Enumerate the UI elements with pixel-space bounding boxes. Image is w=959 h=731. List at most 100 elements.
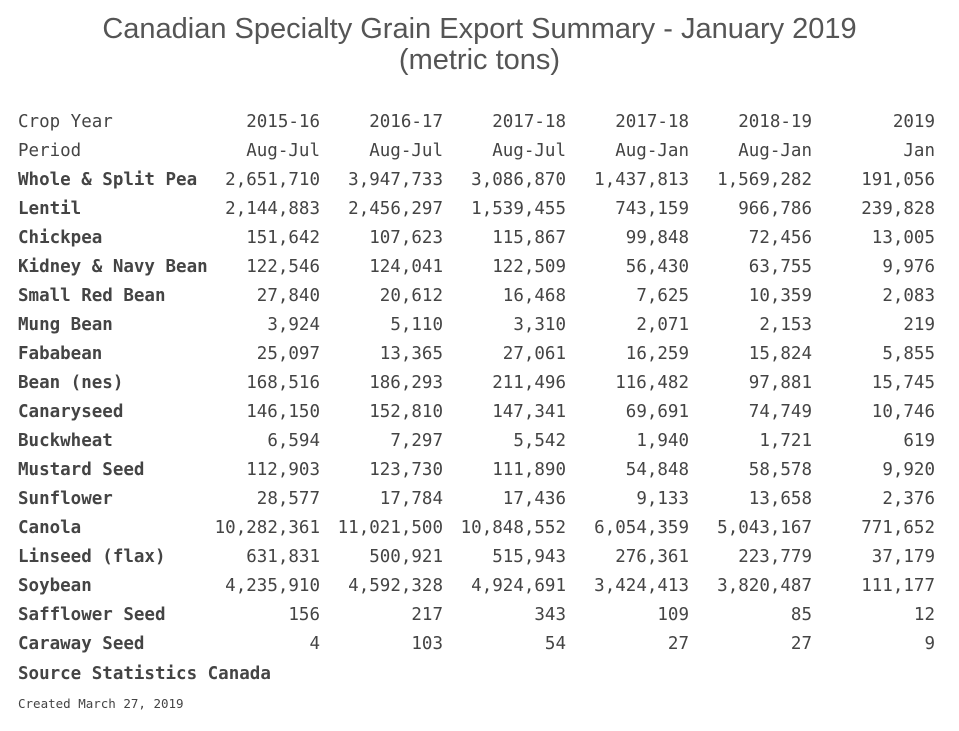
value-cell: 11,021,500 [337, 518, 443, 538]
value-cell: 54 [544, 634, 566, 654]
created-date: Created March 27, 2019 [18, 696, 184, 711]
value-cell: 2,376 [882, 489, 935, 509]
crop-name: Linseed (flax) [18, 547, 166, 567]
value-cell: 25,097 [256, 344, 320, 364]
value-cell: 97,881 [748, 373, 812, 393]
value-cell: 12 [913, 605, 935, 625]
value-cell: 156 [288, 605, 320, 625]
value-cell: 10,746 [871, 402, 935, 422]
header-label: Period [18, 141, 82, 161]
value-cell: 168,516 [246, 373, 320, 393]
value-cell: 27 [790, 634, 812, 654]
header-cell: Aug-Jul [246, 141, 320, 161]
value-cell: 1,539,455 [471, 199, 566, 219]
value-cell: 74,749 [748, 402, 812, 422]
value-cell: 63,755 [748, 257, 812, 277]
value-cell: 54,848 [625, 460, 689, 480]
value-cell: 239,828 [861, 199, 935, 219]
source-note: Source Statistics Canada [18, 664, 271, 684]
crop-name: Soybean [18, 576, 92, 596]
header-row-crop-year: Crop Year 2015-16 2016-17 2017-18 2017-18 201… [18, 108, 935, 137]
value-cell: 109 [657, 605, 689, 625]
value-cell: 2,456,297 [348, 199, 443, 219]
value-cell: 27 [667, 634, 689, 654]
value-cell: 37,179 [871, 547, 935, 567]
value-cell: 5,855 [882, 344, 935, 364]
table-row: Linseed (flax) 631,831 500,921 515,943 276,3… [18, 543, 935, 572]
table-row: Soybean 4,235,910 4,592,328 4,924,691 3,424,… [18, 572, 935, 601]
value-cell: 1,569,282 [717, 170, 812, 190]
header-cell: Aug-Jan [615, 141, 689, 161]
value-cell: 5,043,167 [717, 518, 812, 538]
value-cell: 16,468 [502, 286, 566, 306]
header-cell: Aug-Jul [492, 141, 566, 161]
value-cell: 1,721 [759, 431, 812, 451]
value-cell: 3,924 [267, 315, 320, 335]
value-cell: 112,903 [246, 460, 320, 480]
value-cell: 743,159 [615, 199, 689, 219]
value-cell: 2,083 [882, 286, 935, 306]
crop-name: Chickpea [18, 228, 103, 248]
value-cell: 72,456 [748, 228, 812, 248]
header-cell: 2019 [892, 112, 935, 132]
value-cell: 28,577 [256, 489, 320, 509]
value-cell: 69,691 [625, 402, 689, 422]
title-line-1: Canadian Specialty Grain Export Summary … [102, 13, 857, 45]
value-cell: 10,848,552 [460, 518, 566, 538]
value-cell: 619 [903, 431, 935, 451]
value-cell: 56,430 [625, 257, 689, 277]
value-cell: 5,542 [513, 431, 566, 451]
value-cell: 3,424,413 [594, 576, 689, 596]
value-cell: 7,297 [390, 431, 443, 451]
value-cell: 2,071 [636, 315, 689, 335]
value-cell: 3,947,733 [348, 170, 443, 190]
crop-name: Kidney & Navy Bean [18, 257, 208, 277]
value-cell: 15,745 [871, 373, 935, 393]
header-cell: 2017-18 [492, 112, 566, 132]
value-cell: 99,848 [625, 228, 689, 248]
table-row: Whole & Split Pea 2,651,710 3,947,733 3,086… [18, 166, 935, 195]
crop-name: Mung Bean [18, 315, 113, 335]
value-cell: 4,592,328 [348, 576, 443, 596]
value-cell: 58,578 [748, 460, 812, 480]
table-row: Mung Bean 3,924 5,110 3,310 2,071 2,153 219 [18, 311, 935, 340]
value-cell: 966,786 [738, 199, 812, 219]
value-cell: 85 [790, 605, 812, 625]
table-row: Safflower Seed 156 217 343 109 85 12 [18, 601, 935, 630]
value-cell: 4 [309, 634, 320, 654]
value-cell: 1,437,813 [594, 170, 689, 190]
value-cell: 10,359 [748, 286, 812, 306]
crop-name: Bean (nes) [18, 373, 124, 393]
value-cell: 123,730 [369, 460, 443, 480]
value-cell: 13,658 [748, 489, 812, 509]
table-row: Lentil 2,144,883 2,456,297 1,539,455 743,159… [18, 195, 935, 224]
header-cell: Jan [903, 141, 935, 161]
value-cell: 343 [534, 605, 566, 625]
value-cell: 13,005 [871, 228, 935, 248]
header-cell: Aug-Jan [738, 141, 812, 161]
value-cell: 27,840 [256, 286, 320, 306]
value-cell: 20,612 [379, 286, 443, 306]
value-cell: 4,235,910 [225, 576, 320, 596]
value-cell: 223,779 [738, 547, 812, 567]
table-row: Small Red Bean 27,840 20,612 16,468 7,625 10,… [18, 282, 935, 311]
value-cell: 6,594 [267, 431, 320, 451]
value-cell: 122,509 [492, 257, 566, 277]
value-cell: 151,642 [246, 228, 320, 248]
value-cell: 27,061 [502, 344, 566, 364]
value-cell: 2,651,710 [225, 170, 320, 190]
header-cell: 2017-18 [615, 112, 689, 132]
header-cell: 2016-17 [369, 112, 443, 132]
table-row: Kidney & Navy Bean 122,546 124,041 122,509 5… [18, 253, 935, 282]
header-cell: Aug-Jul [369, 141, 443, 161]
value-cell: 9 [924, 634, 935, 654]
value-cell: 103 [411, 634, 443, 654]
value-cell: 115,867 [492, 228, 566, 248]
table-row: Fababean 25,097 13,365 27,061 16,259 15,824 5,… [18, 340, 935, 369]
value-cell: 9,920 [882, 460, 935, 480]
value-cell: 3,310 [513, 315, 566, 335]
value-cell: 3,086,870 [471, 170, 566, 190]
value-cell: 3,820,487 [717, 576, 812, 596]
value-cell: 10,282,361 [214, 518, 320, 538]
title-line-2: (metric tons) [398, 44, 561, 76]
